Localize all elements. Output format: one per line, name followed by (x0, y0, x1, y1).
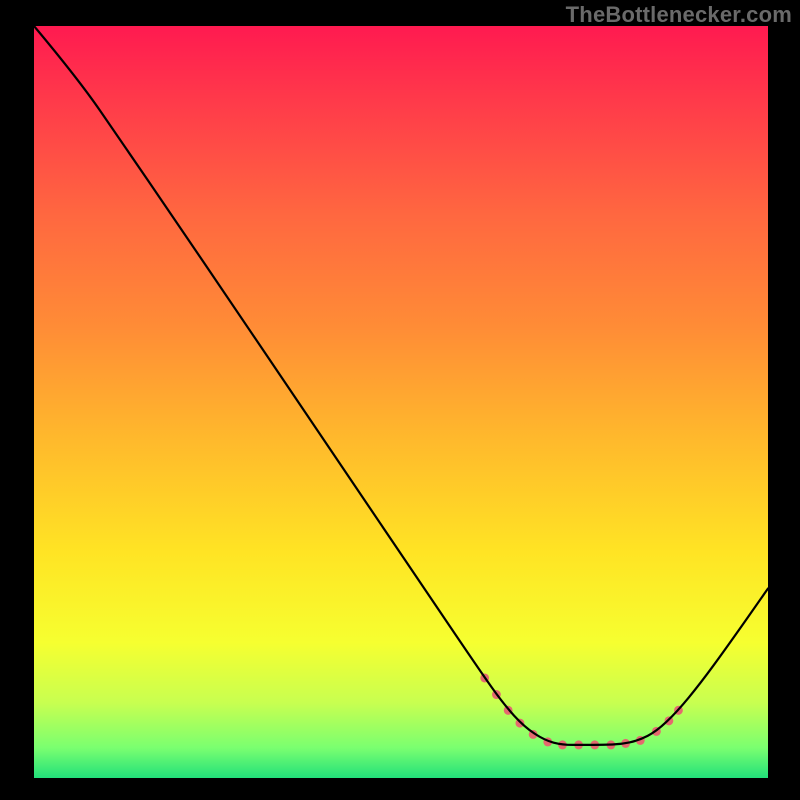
v-curve-svg (34, 26, 768, 778)
plot-area (34, 26, 768, 778)
chart-stage: TheBottlenecker.com (0, 0, 800, 800)
watermark-label: TheBottlenecker.com (566, 2, 792, 28)
v-curve-path (34, 26, 768, 745)
